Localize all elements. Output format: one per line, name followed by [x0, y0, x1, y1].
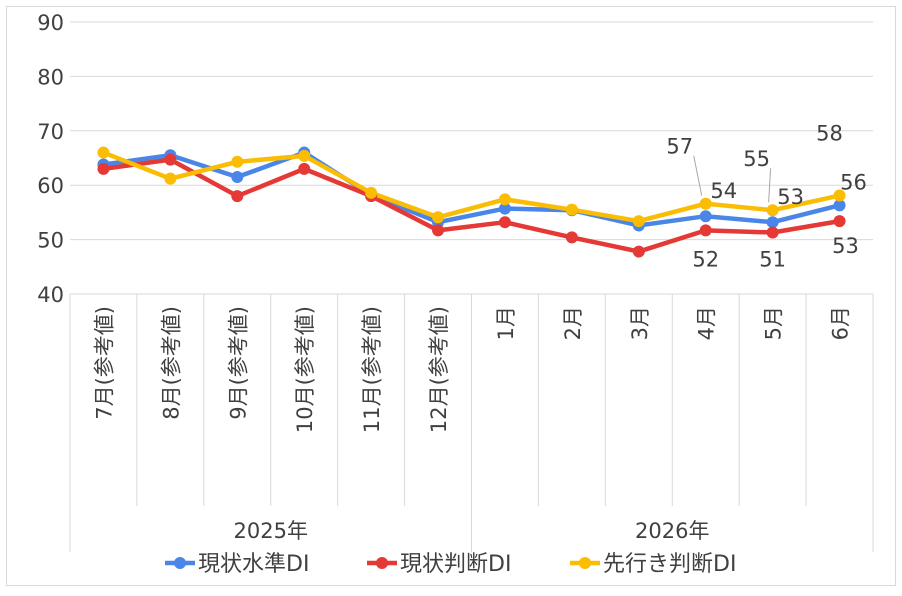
legend-swatch-marker	[376, 557, 388, 569]
x-tick-label: 11月(参考値)	[360, 306, 384, 433]
category-label-group: 11月(参考値)	[360, 306, 384, 433]
data-point	[432, 224, 445, 237]
x-tick-label: 6月	[829, 306, 853, 340]
data-point	[632, 215, 645, 228]
data-point	[833, 215, 846, 228]
category-label-group: 6月	[829, 306, 853, 340]
data-point	[231, 190, 244, 203]
category-label-group: 7月(参考値)	[92, 306, 116, 420]
x-tick-label: 8月(参考値)	[159, 306, 183, 420]
y-axis: 40 50 60 70 80 90	[37, 11, 64, 307]
x-tick-label: 12月(参考値)	[427, 306, 451, 433]
legend-label: 先行き判断DI	[603, 552, 736, 577]
legend-swatch-marker	[579, 557, 591, 569]
y-tick-label: 40	[37, 283, 64, 307]
data-point	[766, 226, 779, 239]
data-point	[164, 172, 177, 185]
x-tick-label: 7月(参考値)	[92, 306, 116, 420]
data-point	[699, 210, 712, 223]
series-line-1	[101, 157, 842, 254]
y-tick-label: 70	[37, 120, 64, 144]
data-label: 57	[666, 135, 693, 159]
label-leader-line	[693, 155, 703, 196]
label-leader-line	[768, 168, 772, 203]
data-labels: 57 54 52 55 53 51 58 56 53	[666, 122, 867, 272]
data-point	[231, 171, 244, 184]
data-point	[833, 189, 846, 202]
series-line-0	[101, 150, 842, 228]
data-point	[699, 197, 712, 210]
category-label-group: 3月	[628, 306, 652, 340]
series-lines	[97, 146, 846, 258]
category-label-group: 5月	[762, 306, 786, 340]
data-point	[432, 211, 445, 224]
data-label: 53	[777, 185, 804, 209]
data-label: 53	[832, 234, 859, 258]
y-tick-label: 60	[37, 174, 64, 198]
legend-label: 現状水準DI	[198, 552, 309, 577]
data-point	[164, 153, 177, 166]
data-point	[97, 146, 110, 159]
x-tick-label: 4月	[695, 306, 719, 340]
data-point	[498, 202, 511, 215]
year-group-label: 2026年	[635, 519, 709, 543]
x-tick-label: 9月(参考値)	[226, 306, 250, 420]
year-group-label: 2025年	[234, 519, 308, 543]
data-point	[766, 216, 779, 229]
data-point	[231, 155, 244, 168]
data-point	[498, 216, 511, 229]
category-label-group: 9月(参考値)	[226, 306, 250, 420]
data-point	[565, 231, 578, 244]
category-label-group: 8月(参考値)	[159, 306, 183, 420]
data-label: 55	[743, 147, 770, 171]
data-label: 56	[840, 170, 867, 194]
data-point	[365, 186, 378, 199]
y-tick-label: 50	[37, 229, 64, 253]
data-point	[97, 162, 110, 175]
category-label-group: 1月	[494, 306, 518, 340]
x-tick-label: 1月	[494, 306, 518, 340]
series-line-2	[101, 150, 842, 224]
data-point	[298, 162, 311, 175]
x-tick-label: 2月	[561, 306, 585, 340]
legend: 現状水準DI 現状判断DI 先行き判断DI	[165, 552, 736, 577]
data-point	[298, 149, 311, 162]
data-label: 51	[759, 248, 786, 272]
data-point	[632, 245, 645, 258]
category-label-group: 4月	[695, 306, 719, 340]
data-point	[833, 199, 846, 212]
category-label-group: 12月(参考値)	[427, 306, 451, 433]
x-tick-label: 5月	[762, 306, 786, 340]
legend-swatch-marker	[174, 557, 186, 569]
legend-label: 現状判断DI	[400, 552, 511, 577]
data-point	[498, 193, 511, 206]
y-tick-label: 90	[37, 11, 64, 35]
x-tick-label: 10月(参考値)	[293, 306, 317, 433]
data-point	[699, 224, 712, 237]
data-point	[766, 204, 779, 217]
data-label: 54	[710, 179, 737, 203]
chart-border	[6, 6, 896, 586]
category-label-group: 2月	[561, 306, 585, 340]
category-label-group: 10月(参考値)	[293, 306, 317, 433]
category-axis: 7月(参考値) 8月(参考値) 9月(参考値) 10月(参考値) 11月(参考値) 12月…	[69, 294, 874, 552]
y-tick-label: 80	[37, 65, 64, 89]
data-label: 52	[692, 247, 719, 271]
x-tick-label: 3月	[628, 306, 652, 340]
data-label: 58	[816, 122, 843, 146]
data-point	[565, 203, 578, 216]
